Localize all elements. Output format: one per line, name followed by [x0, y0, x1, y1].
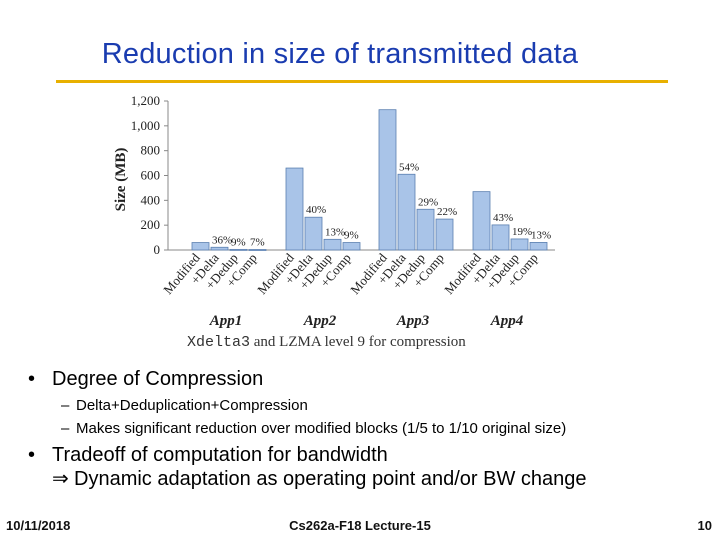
y-tick-label: 0 [154, 242, 161, 257]
bullet-dot-icon: • [28, 444, 36, 466]
bar-pct-label: 9% [344, 230, 359, 242]
subbullet-text: Delta+Deduplication+Compression [76, 397, 308, 414]
bar [210, 246, 229, 251]
y-tick-label: 200 [141, 217, 161, 232]
bullet-continuation: ⇒ Dynamic adaptation as operating point a… [52, 466, 587, 491]
bar [472, 191, 491, 251]
bar [342, 242, 361, 251]
bullet-dot-icon: • [28, 368, 36, 390]
y-tick-label: 400 [141, 192, 161, 207]
bar [491, 224, 510, 251]
subbullet-significant-reduction: – Makes significant reduction over modif… [61, 420, 567, 437]
bar-pct-label: 43% [493, 212, 513, 224]
bar [397, 173, 416, 251]
bar [529, 242, 548, 251]
bar-pct-label: 22% [437, 206, 457, 218]
bullet-continuation-text: Dynamic adaptation as operating point an… [74, 468, 587, 490]
y-tick-label: 600 [141, 168, 161, 183]
caption-tool-name: Xdelta3 [187, 334, 250, 351]
bar-pct-label: 36% [212, 234, 232, 246]
subbullet-delta-dedup-comp: – Delta+Deduplication+Compression [61, 397, 308, 414]
bar-pct-label: 7% [250, 237, 265, 249]
slide-title: Reduction in size of transmitted data [101, 38, 579, 70]
group-label: App4 [490, 313, 524, 329]
chart-caption: Xdelta3 and LZMA level 9 for compression [187, 334, 466, 351]
implies-arrow-icon: ⇒ [52, 468, 69, 490]
bar-pct-label: 13% [531, 229, 551, 241]
bar-pct-label: 54% [399, 161, 419, 173]
caption-text: and LZMA level 9 for compression [250, 334, 466, 350]
footer-page-number: 10 [697, 518, 712, 533]
bar [416, 208, 435, 251]
group-label: App1 [209, 313, 243, 329]
bar-pct-label: 13% [325, 226, 345, 238]
bar [435, 218, 454, 251]
footer-course: Cs262a-F18 Lecture-15 [289, 518, 431, 533]
bar [510, 238, 529, 251]
dash-icon: – [61, 397, 70, 414]
bullet-text: Degree of Compression [52, 368, 264, 390]
bar-pct-label: 40% [306, 204, 326, 216]
bar [304, 216, 323, 251]
bar-pct-label: 19% [512, 226, 532, 238]
group-label: App2 [303, 313, 337, 329]
bar [248, 249, 267, 251]
y-axis-label: Size (MB) [113, 148, 129, 212]
y-tick-label: 800 [141, 143, 161, 158]
dash-icon: – [61, 420, 70, 437]
bar [229, 248, 248, 251]
bullet-text: Tradeoff of computation for bandwidth [52, 444, 388, 466]
group-label: App3 [396, 313, 430, 329]
title-underline [56, 80, 668, 83]
bar [323, 238, 342, 251]
bar [378, 109, 397, 251]
y-tick-label: 1,200 [131, 93, 160, 108]
bar [285, 167, 304, 251]
subbullet-text: Makes significant reduction over modifie… [76, 420, 567, 437]
bar [191, 242, 210, 251]
footer-date: 10/11/2018 [6, 518, 71, 533]
y-tick-label: 1,000 [131, 118, 160, 133]
bar-pct-label: 9% [231, 236, 246, 248]
bar-pct-label: 29% [418, 196, 438, 208]
